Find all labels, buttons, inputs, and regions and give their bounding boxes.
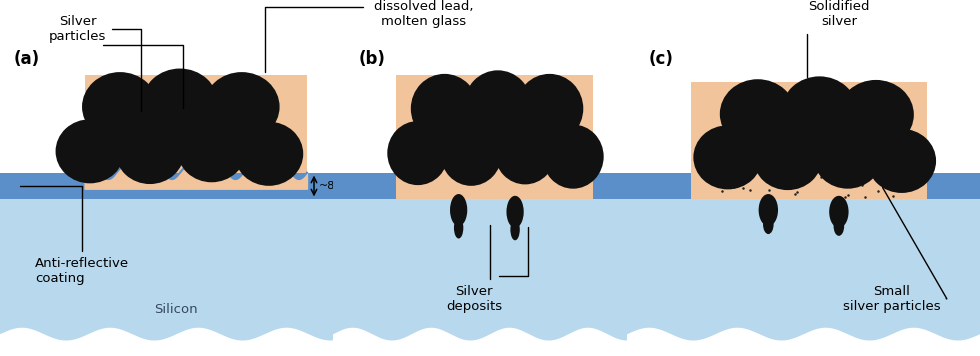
Ellipse shape xyxy=(116,120,184,184)
Bar xyxy=(396,75,594,199)
Bar xyxy=(627,199,980,356)
Ellipse shape xyxy=(543,125,604,189)
Bar xyxy=(927,173,980,199)
Ellipse shape xyxy=(782,77,858,146)
Ellipse shape xyxy=(142,69,218,138)
Bar xyxy=(627,173,691,199)
Text: ~80-nm: ~80-nm xyxy=(319,181,365,191)
Ellipse shape xyxy=(754,126,822,190)
Text: Silver
deposits: Silver deposits xyxy=(446,225,503,313)
Bar xyxy=(333,173,396,199)
Ellipse shape xyxy=(441,122,502,186)
Text: (c): (c) xyxy=(649,50,673,68)
Bar xyxy=(84,75,307,173)
Text: (a): (a) xyxy=(14,50,40,68)
Text: Anti-reflective
coating: Anti-reflective coating xyxy=(21,186,129,284)
Ellipse shape xyxy=(234,122,303,186)
Bar xyxy=(0,173,353,199)
Text: Small
silver particles: Small silver particles xyxy=(843,188,947,313)
Ellipse shape xyxy=(82,72,158,142)
Bar xyxy=(691,82,927,199)
Ellipse shape xyxy=(813,125,882,189)
Ellipse shape xyxy=(495,120,556,184)
Text: Solidified
silver: Solidified silver xyxy=(808,0,869,77)
Ellipse shape xyxy=(511,219,519,240)
Bar xyxy=(0,199,353,356)
Ellipse shape xyxy=(507,196,523,228)
Ellipse shape xyxy=(450,194,467,226)
Ellipse shape xyxy=(763,214,773,234)
Ellipse shape xyxy=(177,118,246,182)
Ellipse shape xyxy=(515,74,583,143)
Ellipse shape xyxy=(838,80,914,150)
Ellipse shape xyxy=(834,216,844,236)
Ellipse shape xyxy=(387,121,449,185)
Ellipse shape xyxy=(867,129,936,193)
Ellipse shape xyxy=(759,194,778,226)
Bar xyxy=(333,199,647,356)
Text: Silicon: Silicon xyxy=(155,303,198,316)
Ellipse shape xyxy=(693,125,762,189)
Bar xyxy=(594,173,647,199)
Ellipse shape xyxy=(829,196,849,228)
Ellipse shape xyxy=(465,70,531,140)
Ellipse shape xyxy=(411,74,478,143)
Text: Silver
particles: Silver particles xyxy=(49,15,141,111)
Ellipse shape xyxy=(56,119,124,183)
Text: Paste containing
dissolved lead,
molten glass: Paste containing dissolved lead, molten … xyxy=(265,0,478,72)
Ellipse shape xyxy=(454,217,464,239)
Text: (b): (b) xyxy=(359,50,385,68)
Ellipse shape xyxy=(204,72,279,142)
Ellipse shape xyxy=(719,79,796,149)
